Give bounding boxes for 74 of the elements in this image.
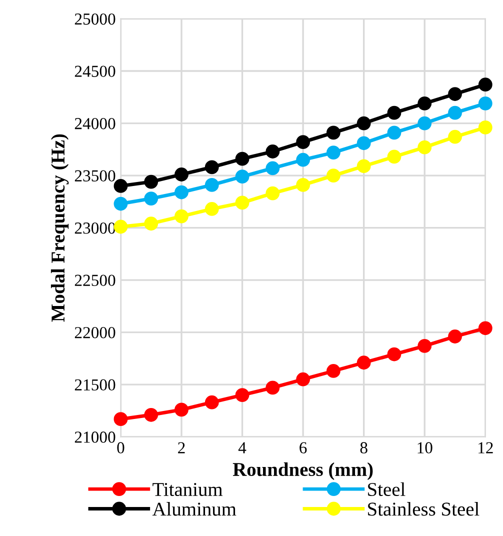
- point: [235, 170, 250, 184]
- point: [356, 356, 371, 370]
- legend-label: Steel: [368, 482, 406, 496]
- point: [174, 185, 188, 200]
- point: [204, 202, 219, 216]
- point: [418, 96, 432, 110]
- point: [174, 402, 188, 417]
- point: [478, 321, 492, 336]
- point: [144, 408, 158, 422]
- point: [418, 140, 432, 154]
- point: [204, 395, 219, 410]
- x-tick-label: 8: [360, 442, 368, 454]
- legend-label: Aluminum: [152, 502, 236, 516]
- point: [418, 116, 432, 130]
- point: [478, 78, 492, 92]
- x-tick-label: 2: [178, 442, 185, 454]
- y-tick-label: 23000: [74, 222, 116, 234]
- point: [204, 160, 219, 174]
- x-tick-label: 10: [418, 442, 432, 454]
- point: [266, 186, 280, 200]
- y-tick-label: 25000: [74, 13, 116, 25]
- point: [114, 412, 128, 426]
- point: [296, 178, 310, 192]
- point: [204, 178, 219, 192]
- point: [296, 135, 310, 150]
- point: [266, 161, 280, 176]
- point: [448, 330, 462, 344]
- y-tick-label: 24000: [74, 118, 116, 130]
- point: [114, 179, 128, 193]
- y-tick-label: 23500: [74, 170, 116, 182]
- point: [144, 216, 158, 231]
- point: [448, 130, 462, 144]
- point: [326, 146, 340, 160]
- point: [144, 192, 158, 206]
- point: [448, 106, 462, 120]
- point: [235, 388, 250, 402]
- point: [356, 136, 371, 150]
- point: [356, 159, 371, 174]
- y-axis-title: Modal Frequency (Hz): [50, 134, 69, 322]
- legend-label: Titanium: [152, 482, 223, 496]
- point: [387, 347, 402, 362]
- point: [235, 152, 250, 166]
- point: [326, 364, 340, 378]
- point: [387, 150, 402, 164]
- point: [144, 174, 158, 189]
- x-tick-label: 0: [117, 442, 124, 454]
- point: [326, 126, 340, 140]
- point: [114, 220, 128, 234]
- point: [174, 209, 188, 224]
- point: [296, 372, 310, 386]
- point: [387, 126, 402, 140]
- point: [235, 196, 250, 210]
- point: [448, 87, 462, 101]
- y-tick-label: 22000: [74, 327, 116, 338]
- y-tick-label: 24500: [74, 66, 116, 77]
- point: [356, 116, 371, 130]
- point: [418, 338, 432, 353]
- point: [296, 152, 310, 167]
- x-tick-label: 12: [478, 442, 493, 454]
- point: [266, 144, 280, 158]
- point: [387, 106, 402, 120]
- y-tick-label: 21500: [74, 379, 116, 391]
- legend-label: Stainless Steel: [368, 502, 480, 516]
- point: [478, 120, 492, 134]
- y-tick-label: 22500: [74, 274, 116, 286]
- x-tick-label: 4: [238, 442, 246, 454]
- x-axis-title: Roundness (mm): [232, 462, 373, 480]
- y-tick-label: 21000: [74, 432, 116, 443]
- point: [266, 380, 280, 395]
- x-tick-label: 6: [300, 442, 307, 454]
- point: [478, 96, 492, 110]
- point: [326, 168, 340, 182]
- point: [114, 196, 128, 211]
- point: [174, 168, 188, 182]
